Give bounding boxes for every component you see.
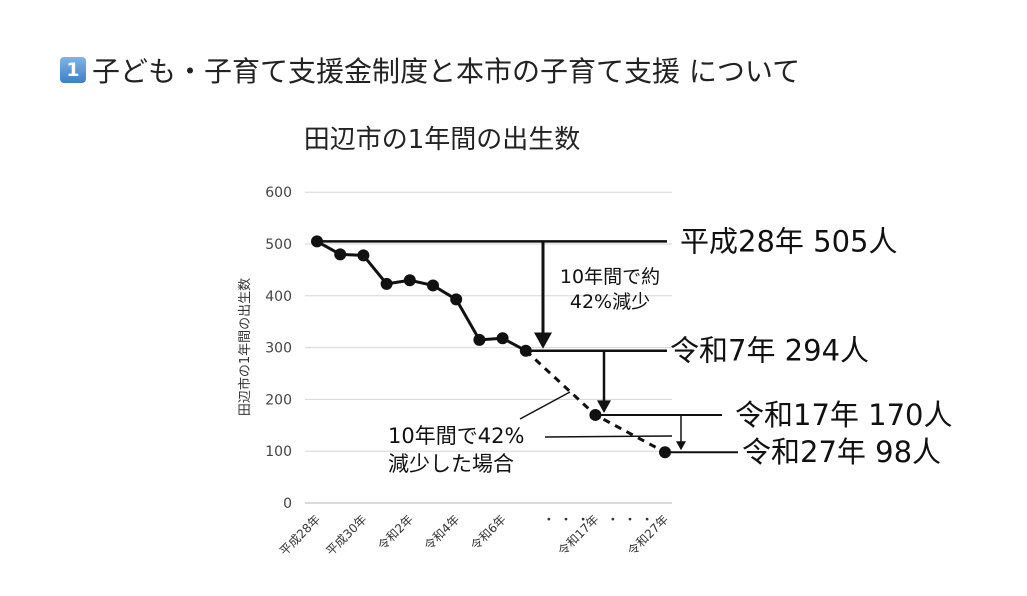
- data-point: [380, 277, 393, 290]
- number-one-badge-icon: 1: [60, 57, 86, 83]
- data-point: [473, 333, 486, 346]
- x-axis-ellipsis: ・ ・ ・: [606, 513, 653, 528]
- projection-point: [659, 446, 671, 459]
- x-tick-label: 平成30年: [323, 512, 369, 558]
- data-point: [519, 344, 532, 357]
- y-tick-label: 500: [265, 237, 292, 253]
- data-point: [403, 274, 416, 287]
- x-tick-label: 令和2年: [374, 512, 415, 553]
- y-tick-label: 300: [265, 341, 292, 357]
- annotation-projection-text: 10年間で42%: [388, 424, 524, 448]
- down-arrow-head-icon: [597, 400, 611, 413]
- data-point: [334, 248, 347, 261]
- projection-point: [589, 408, 602, 421]
- data-point: [311, 235, 323, 248]
- heading-text: 子ども・子育て支援金制度と本市の子育て支援 について: [92, 55, 801, 88]
- actual-line: [316, 240, 527, 353]
- x-tick-label: 令和6年: [467, 512, 508, 553]
- callout-label: 令和17年 170人: [735, 398, 952, 432]
- data-point: [427, 279, 439, 292]
- down-arrow-head-icon: [534, 332, 552, 349]
- annotation-decline-text: 42%減少: [570, 291, 650, 313]
- callout-label: 平成28年 505人: [680, 224, 897, 258]
- down-arrow-head-icon: [676, 441, 686, 451]
- x-axis-ellipsis: ・ ・ ・: [542, 513, 589, 528]
- callout-label: 令和7年 294人: [670, 334, 869, 368]
- annotation-projection-text: 減少した場合: [388, 452, 514, 476]
- data-point: [357, 249, 370, 262]
- y-tick-label: 200: [265, 392, 292, 408]
- x-tick-label: 令和4年: [421, 512, 462, 553]
- callout-label: 令和27年 98人: [742, 435, 941, 469]
- page-heading: 1 子ども・子育て支援金制度と本市の子育て支援 について: [60, 50, 800, 90]
- annotation-decline-text: 10年間で約: [560, 266, 660, 288]
- data-point: [450, 293, 463, 306]
- annotation-leader-line: [519, 391, 571, 420]
- y-tick-label: 0: [283, 496, 292, 512]
- annotation-leader-line: [544, 435, 673, 438]
- y-axis-label: 田辺市の1年間の出生数: [237, 278, 253, 416]
- y-tick-label: 400: [265, 289, 292, 305]
- x-tick-label: 平成28年: [277, 512, 323, 558]
- y-tick-label: 600: [265, 185, 292, 201]
- chart-title: 田辺市の1年間の出生数: [304, 125, 581, 155]
- y-tick-label: 100: [265, 444, 292, 460]
- data-point: [496, 332, 509, 345]
